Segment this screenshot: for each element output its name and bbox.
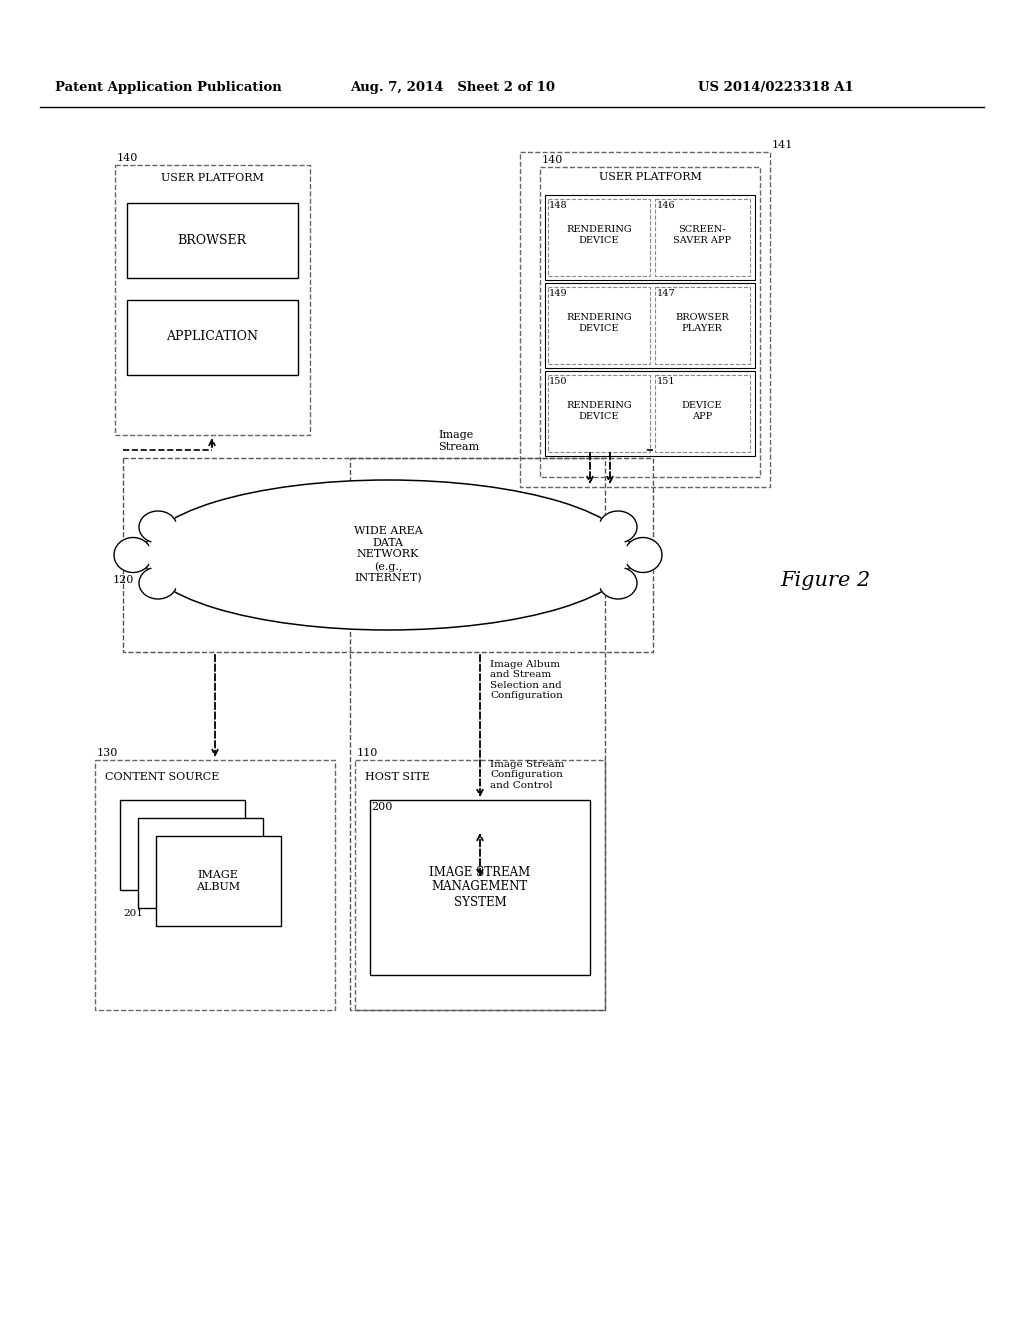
Text: Image
Stream: Image Stream [438, 430, 479, 451]
Text: 130: 130 [97, 748, 119, 758]
Text: 201: 201 [123, 909, 143, 917]
Text: 120: 120 [113, 576, 134, 585]
Bar [655, 286, 750, 364]
Text: 150: 150 [549, 378, 567, 385]
Text: CONTENT SOURCE: CONTENT SOURCE [105, 772, 219, 781]
Text: Figure 2: Figure 2 [780, 570, 870, 590]
Text: RENDERING
DEVICE: RENDERING DEVICE [566, 401, 632, 421]
Text: 151: 151 [657, 378, 676, 385]
Text: Patent Application Publication: Patent Application Publication [55, 82, 282, 95]
Ellipse shape [114, 537, 152, 573]
Text: 200: 200 [371, 803, 392, 812]
Text: BROWSER: BROWSER [177, 234, 247, 247]
Bar [355, 760, 605, 1010]
Ellipse shape [148, 484, 628, 624]
Bar [655, 375, 750, 451]
Ellipse shape [139, 511, 177, 543]
Text: RENDERING
DEVICE: RENDERING DEVICE [566, 313, 632, 333]
Bar [548, 199, 650, 276]
Text: Image Stream
Configuration
and Control: Image Stream Configuration and Control [490, 760, 564, 789]
Text: WIDE AREA
DATA
NETWORK
(e.g.,
INTERNET): WIDE AREA DATA NETWORK (e.g., INTERNET) [353, 527, 422, 583]
Text: 110: 110 [357, 748, 379, 758]
Text: APPLICATION: APPLICATION [166, 330, 258, 343]
Bar [655, 199, 750, 276]
Text: US 2014/0223318 A1: US 2014/0223318 A1 [698, 82, 854, 95]
Ellipse shape [143, 480, 633, 630]
Bar [545, 195, 755, 280]
Text: IMAGE
ALBUM: IMAGE ALBUM [196, 870, 240, 892]
Text: 146: 146 [657, 201, 676, 210]
Text: 149: 149 [549, 289, 567, 298]
Bar [545, 371, 755, 455]
Text: IMAGE
ALBUM: IMAGE ALBUM [160, 834, 204, 855]
Bar [127, 203, 298, 279]
Text: 148: 148 [549, 201, 567, 210]
Text: 141: 141 [772, 140, 794, 150]
Text: IMAGE
ALBUM: IMAGE ALBUM [178, 853, 222, 874]
Text: Image Album
and Stream
Selection and
Configuration: Image Album and Stream Selection and Con… [490, 660, 563, 700]
Bar [123, 458, 653, 652]
Text: IMAGE STREAM
MANAGEMENT
SYSTEM: IMAGE STREAM MANAGEMENT SYSTEM [429, 866, 530, 908]
Ellipse shape [599, 568, 637, 599]
Bar [520, 152, 770, 487]
Text: 140: 140 [542, 154, 563, 165]
Bar [127, 300, 298, 375]
Text: 140: 140 [117, 153, 138, 162]
Ellipse shape [139, 568, 177, 599]
Bar [548, 375, 650, 451]
Text: 147: 147 [657, 289, 676, 298]
Bar [138, 818, 263, 908]
Text: DEVICE
APP: DEVICE APP [682, 401, 722, 421]
Bar [540, 168, 760, 477]
Bar [120, 800, 245, 890]
Ellipse shape [599, 511, 637, 543]
Bar [350, 458, 605, 1010]
Ellipse shape [624, 537, 662, 573]
Text: USER PLATFORM: USER PLATFORM [599, 172, 701, 182]
Text: RENDERING
DEVICE: RENDERING DEVICE [566, 226, 632, 244]
Text: USER PLATFORM: USER PLATFORM [161, 173, 263, 183]
Bar [370, 800, 590, 975]
Text: BROWSER
PLAYER: BROWSER PLAYER [675, 313, 729, 333]
Text: SCREEN-
SAVER APP: SCREEN- SAVER APP [673, 226, 731, 244]
Text: Aug. 7, 2014   Sheet 2 of 10: Aug. 7, 2014 Sheet 2 of 10 [350, 82, 555, 95]
Bar [156, 836, 281, 927]
Bar [115, 165, 310, 436]
Text: HOST SITE: HOST SITE [365, 772, 430, 781]
Bar [548, 286, 650, 364]
Bar [545, 282, 755, 368]
Bar [95, 760, 335, 1010]
